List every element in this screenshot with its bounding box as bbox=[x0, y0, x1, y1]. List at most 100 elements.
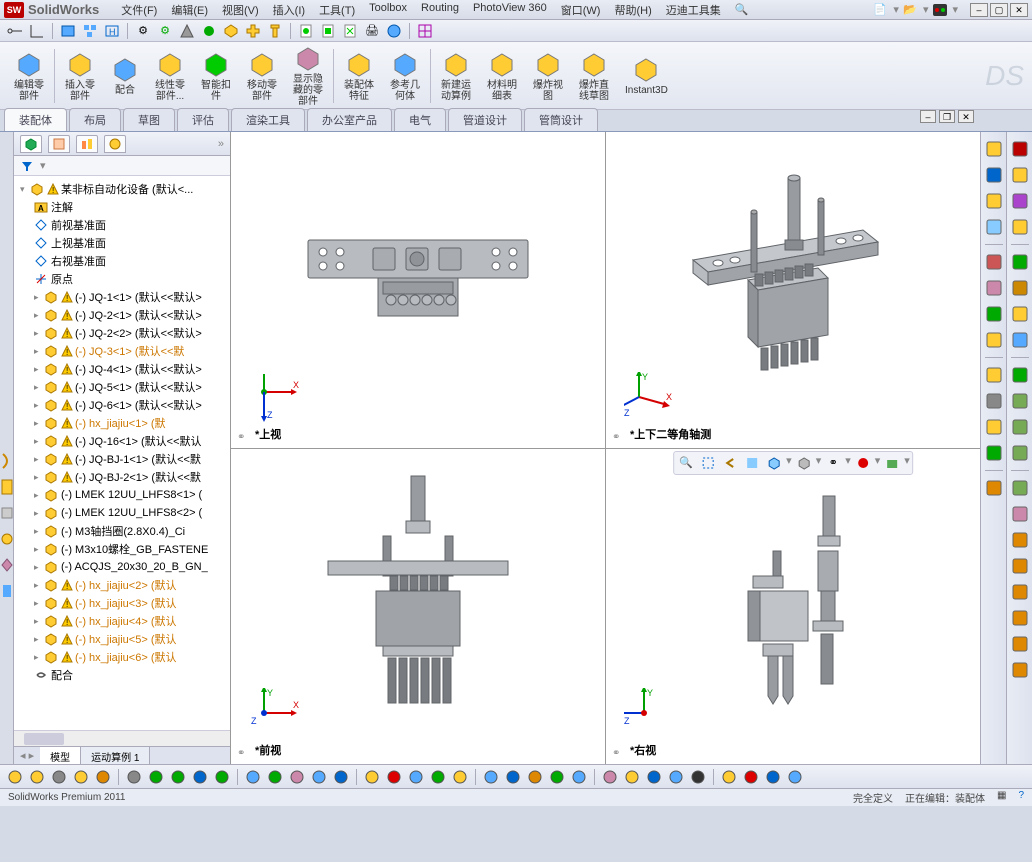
tree-node[interactable]: ▸!(-) JQ-BJ-2<1> (默认<<默 bbox=[16, 468, 228, 486]
tool-gear1-icon[interactable]: ⚙ bbox=[134, 22, 152, 40]
menu-5[interactable]: Toolbox bbox=[363, 0, 413, 20]
tab-3[interactable]: 评估 bbox=[177, 108, 229, 131]
btb-31[interactable] bbox=[742, 768, 760, 786]
tree-node[interactable]: A注解 bbox=[16, 198, 228, 216]
tree-h-scrollbar[interactable] bbox=[14, 730, 230, 746]
rs-btn-3[interactable] bbox=[1009, 216, 1031, 238]
ribbon-btn-11[interactable]: 爆炸视图 bbox=[527, 48, 569, 104]
rs-btn-10[interactable] bbox=[983, 416, 1005, 438]
ribbon-btn-4[interactable]: 智能扣件 bbox=[195, 48, 237, 104]
tool-cone-icon[interactable] bbox=[178, 22, 196, 40]
btb-23[interactable] bbox=[548, 768, 566, 786]
ribbon-btn-8[interactable]: 参考几何体 bbox=[384, 48, 426, 104]
btb-5[interactable] bbox=[125, 768, 143, 786]
new-doc-icon[interactable]: 📄 bbox=[873, 3, 889, 17]
tree-node[interactable]: 右视基准面 bbox=[16, 252, 228, 270]
strip-icon-1[interactable] bbox=[1, 452, 13, 472]
tree-node[interactable]: ▾!某非标自动化设备 (默认<... bbox=[16, 180, 228, 198]
tool-gear2-icon[interactable]: ⚙ bbox=[156, 22, 174, 40]
rs-btn-4[interactable] bbox=[1009, 251, 1031, 273]
rs-btn-12[interactable] bbox=[1009, 477, 1031, 499]
link-icon[interactable]: ⚭ bbox=[237, 432, 251, 442]
tool-pie-icon[interactable] bbox=[385, 22, 403, 40]
tool-window-icon[interactable] bbox=[59, 22, 77, 40]
rs-btn-17[interactable] bbox=[1009, 607, 1031, 629]
tree-node[interactable]: ▸(-) ACQJS_20x30_20_B_GN_ bbox=[16, 558, 228, 576]
rs-btn-9[interactable] bbox=[983, 390, 1005, 412]
ribbon-btn-13[interactable]: Instant3D bbox=[619, 53, 674, 98]
rs-btn-19[interactable] bbox=[1009, 659, 1031, 681]
tab-4[interactable]: 渲染工具 bbox=[231, 108, 305, 131]
menu-0[interactable]: 文件(F) bbox=[115, 0, 163, 20]
viewport-iso[interactable]: X Y Z ⚭ *上下二等角轴测 bbox=[606, 132, 980, 448]
btb-26[interactable] bbox=[623, 768, 641, 786]
rs-btn-7[interactable] bbox=[1009, 329, 1031, 351]
status-unit-icon[interactable]: ▦ bbox=[997, 790, 1006, 805]
tab-1[interactable]: 布局 bbox=[69, 108, 121, 131]
btb-33[interactable] bbox=[786, 768, 804, 786]
tool-tree-icon[interactable] bbox=[81, 22, 99, 40]
btb-29[interactable] bbox=[689, 768, 707, 786]
bottom-tab-motion[interactable]: 运动算例 1 bbox=[81, 747, 150, 764]
vt-zoom-area-icon[interactable] bbox=[698, 454, 718, 472]
tree-node[interactable]: ▸(-) M3x10螺栓_GB_FASTENE bbox=[16, 540, 228, 558]
tree-tab-display[interactable] bbox=[76, 135, 98, 153]
tree-node[interactable]: ▸(-) LMEK 12UU_LHFS8<2> ( bbox=[16, 504, 228, 522]
strip-icon-4[interactable] bbox=[1, 530, 13, 550]
ribbon-btn-10[interactable]: 材料明细表 bbox=[481, 48, 523, 104]
filter-icon[interactable] bbox=[20, 159, 34, 173]
ribbon-btn-5[interactable]: 移动零部件 bbox=[241, 48, 283, 104]
tree-node[interactable]: ▸!(-) hx_jiajiu<4> (默认 bbox=[16, 612, 228, 630]
ribbon-btn-9[interactable]: 新建运动算例 bbox=[435, 48, 477, 104]
tool-cross-icon[interactable] bbox=[244, 22, 262, 40]
btb-18[interactable] bbox=[429, 768, 447, 786]
btb-15[interactable] bbox=[363, 768, 381, 786]
tool-sheet1-icon[interactable] bbox=[297, 22, 315, 40]
btb-7[interactable] bbox=[169, 768, 187, 786]
btb-11[interactable] bbox=[266, 768, 284, 786]
tree-node[interactable]: 前视基准面 bbox=[16, 216, 228, 234]
viewport-front[interactable]: X Y Z ⚭ *前视 bbox=[231, 449, 605, 765]
btb-12[interactable] bbox=[288, 768, 306, 786]
rs-btn-16[interactable] bbox=[1009, 581, 1031, 603]
strip-icon-3[interactable] bbox=[1, 504, 13, 524]
open-icon[interactable]: 📂 bbox=[903, 3, 919, 17]
btb-27[interactable] bbox=[645, 768, 663, 786]
tool-greendot-icon[interactable] bbox=[200, 22, 218, 40]
vt-view-cube-icon[interactable] bbox=[764, 454, 784, 472]
tab-6[interactable]: 电气 bbox=[394, 108, 446, 131]
tab-5[interactable]: 办公室产品 bbox=[307, 108, 392, 131]
search-icon[interactable]: 🔍 bbox=[735, 3, 749, 16]
strip-icon-6[interactable] bbox=[1, 582, 13, 602]
tab-7[interactable]: 管道设计 bbox=[448, 108, 522, 131]
link-icon[interactable]: ⚭ bbox=[612, 432, 626, 442]
ribbon-btn-1[interactable]: 插入零部件 bbox=[59, 48, 101, 104]
tree-node[interactable]: ▸!(-) hx_jiajiu<3> (默认 bbox=[16, 594, 228, 612]
tree-body[interactable]: ▾!某非标自动化设备 (默认<...A注解前视基准面上视基准面右视基准面原点▸!… bbox=[14, 176, 230, 730]
traffic-icon[interactable] bbox=[932, 3, 948, 17]
ribbon-btn-6[interactable]: 显示隐藏的零部件 bbox=[287, 42, 329, 109]
tree-tab-render[interactable] bbox=[104, 135, 126, 153]
menu-1[interactable]: 编辑(E) bbox=[165, 0, 214, 20]
rs-btn-18[interactable] bbox=[1009, 633, 1031, 655]
tree-node[interactable]: 上视基准面 bbox=[16, 234, 228, 252]
close-button[interactable]: ✕ bbox=[1010, 3, 1028, 17]
minimize-button[interactable]: – bbox=[970, 3, 988, 17]
tree-node[interactable]: ▸!(-) JQ-1<1> (默认<<默认> bbox=[16, 288, 228, 306]
menu-2[interactable]: 视图(V) bbox=[216, 0, 265, 20]
vt-link-icon[interactable]: ⚭ bbox=[823, 454, 843, 472]
vt-prev-icon[interactable] bbox=[720, 454, 740, 472]
ribbon-btn-12[interactable]: 爆炸直线草图 bbox=[573, 48, 615, 104]
tool-print-icon[interactable]: 🖨 bbox=[363, 22, 381, 40]
tree-node[interactable]: ▸!(-) hx_jiajiu<1> (默 bbox=[16, 414, 228, 432]
status-help-icon[interactable]: ? bbox=[1018, 790, 1024, 805]
menu-4[interactable]: 工具(T) bbox=[313, 0, 361, 20]
btb-4[interactable] bbox=[94, 768, 112, 786]
btb-13[interactable] bbox=[310, 768, 328, 786]
vt-appearance-icon[interactable] bbox=[853, 454, 873, 472]
rs-btn-0[interactable] bbox=[1009, 138, 1031, 160]
vp-minimize[interactable]: – bbox=[920, 110, 936, 123]
tool-sheet2-icon[interactable] bbox=[319, 22, 337, 40]
btb-8[interactable] bbox=[191, 768, 209, 786]
btb-0[interactable] bbox=[6, 768, 24, 786]
